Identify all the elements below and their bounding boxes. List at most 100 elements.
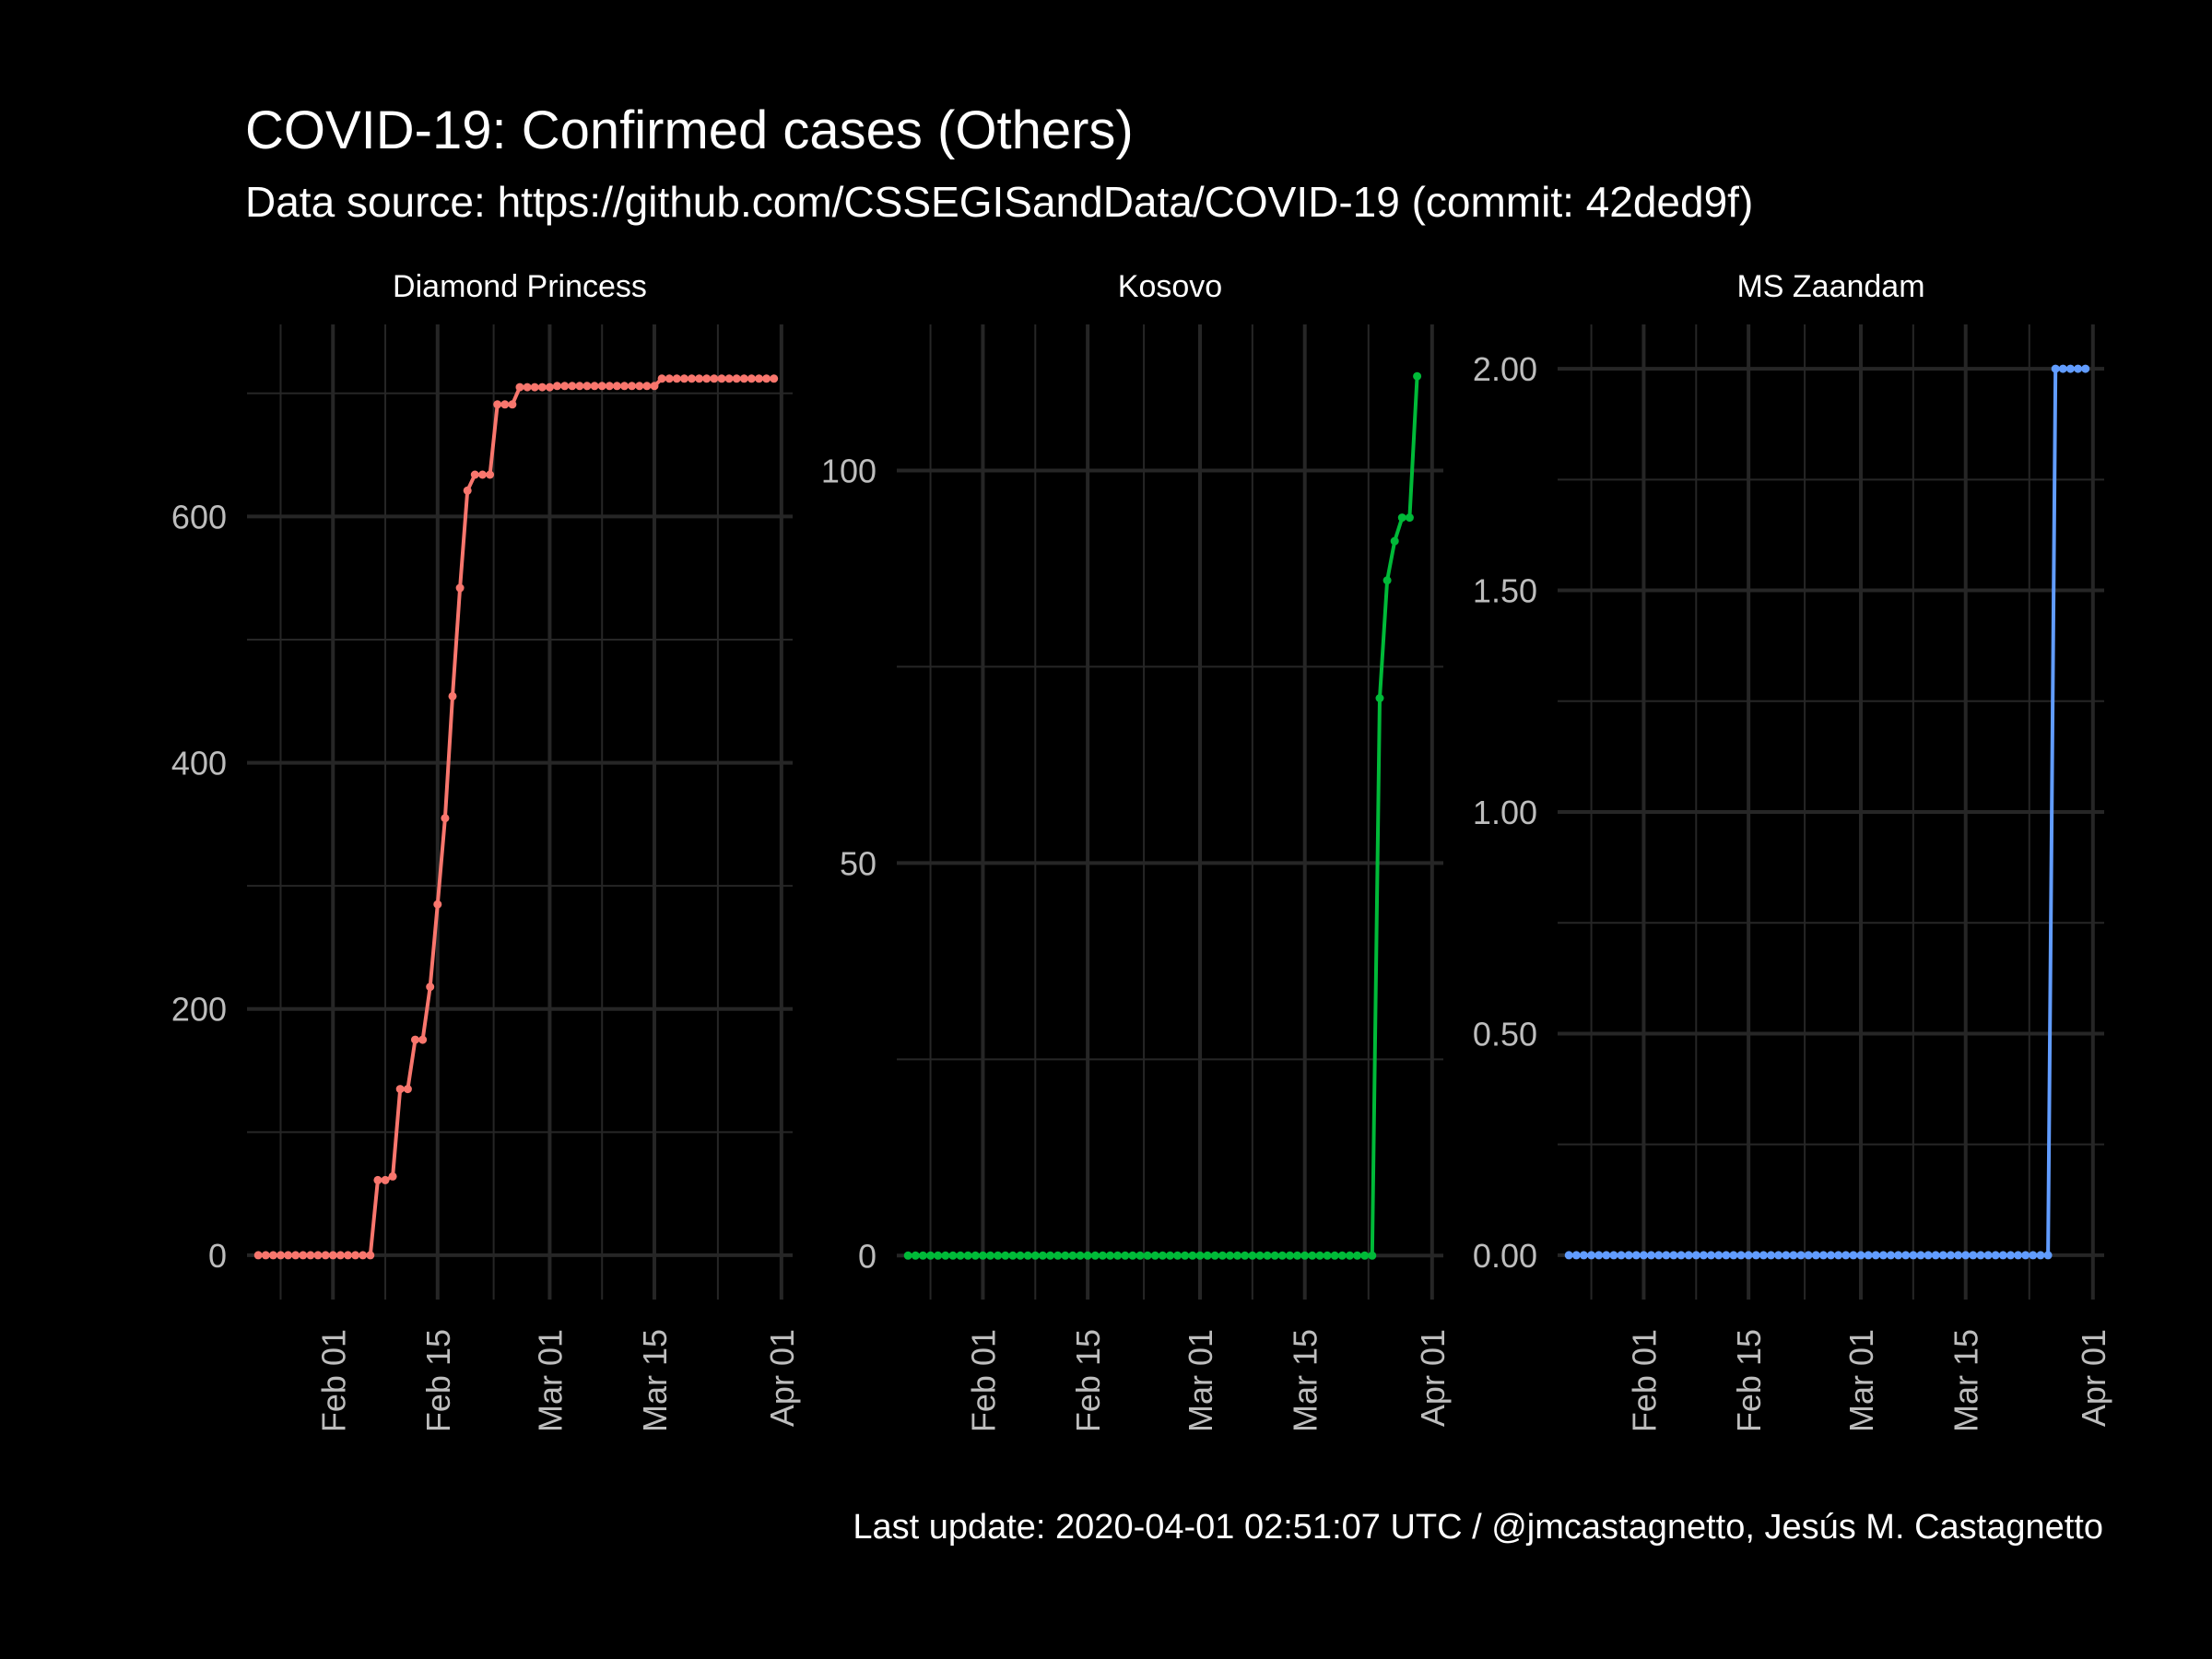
data-point (1016, 1251, 1025, 1260)
x-tick-label: Feb 01 (1625, 1329, 1663, 1432)
y-tick-label: 400 (171, 745, 227, 782)
data-point (620, 382, 629, 391)
data-point (657, 374, 666, 383)
data-point (1181, 1251, 1190, 1260)
data-point (441, 814, 450, 823)
data-point (1789, 1251, 1798, 1260)
data-point (1277, 1251, 1287, 1260)
data-point (1617, 1251, 1626, 1260)
data-point (508, 400, 517, 409)
data-point (373, 1175, 382, 1184)
data-point (1210, 1251, 1219, 1260)
y-tick-label: 1.50 (1473, 572, 1537, 610)
data-point (1707, 1251, 1715, 1260)
x-tick-label: Feb 01 (964, 1329, 1002, 1432)
data-point (2006, 1251, 2015, 1260)
data-point (1368, 1251, 1377, 1260)
data-point (1947, 1251, 1955, 1260)
facet-panel: Feb 01 Feb 15 Mar 01 Mar 15 Apr 01 0.00 0.50 1.… (1473, 269, 2112, 1432)
x-tick-label: Feb 15 (419, 1329, 457, 1432)
data-point (335, 1251, 345, 1260)
data-point (433, 900, 442, 909)
data-point (1602, 1251, 1611, 1260)
data-point (1744, 1251, 1753, 1260)
data-point (1827, 1251, 1835, 1260)
data-point (971, 1251, 980, 1260)
data-point (1983, 1251, 1993, 1260)
data-point (1624, 1251, 1633, 1260)
x-tick-label: Mar 15 (1947, 1329, 1985, 1432)
data-point (2036, 1251, 2045, 1260)
data-point (1677, 1251, 1686, 1260)
data-point (2065, 364, 2075, 373)
y-tick-label: 0.00 (1473, 1237, 1537, 1275)
data-point (537, 382, 547, 392)
data-point (1736, 1251, 1746, 1260)
x-tick-label: Apr 01 (763, 1329, 801, 1427)
data-point (1594, 1251, 1604, 1260)
data-point (1938, 1251, 1947, 1260)
data-point (679, 374, 688, 383)
data-point (2074, 364, 2083, 373)
x-tick-label: Mar 15 (636, 1329, 674, 1432)
data-point (1691, 1251, 1700, 1260)
data-point (986, 1251, 994, 1260)
data-point (1811, 1251, 1820, 1260)
data-point (2051, 364, 2060, 373)
data-point (911, 1251, 920, 1260)
data-point (1113, 1251, 1123, 1260)
data-point (1382, 576, 1392, 585)
data-point (1360, 1251, 1370, 1260)
data-point (2058, 364, 2067, 373)
data-point (1068, 1251, 1077, 1260)
x-tick-label: Apr 01 (2075, 1329, 2112, 1427)
data-point (1931, 1251, 1940, 1260)
data-point (1188, 1251, 1197, 1260)
chart-subtitle: Data source: https://github.com/CSSEGISa… (245, 178, 1754, 226)
data-point (328, 1251, 337, 1260)
data-point (1270, 1251, 1279, 1260)
data-point (1579, 1251, 1588, 1260)
data-point (732, 374, 741, 383)
data-point (1030, 1251, 1040, 1260)
data-point (306, 1251, 315, 1260)
data-point (1076, 1251, 1085, 1260)
data-point (1413, 371, 1422, 381)
facet-strip-label: Diamond Princess (393, 269, 647, 304)
data-point (395, 1085, 405, 1094)
data-point (612, 382, 621, 391)
data-point (1330, 1251, 1339, 1260)
data-point (1871, 1251, 1880, 1260)
data-point (1046, 1251, 1054, 1260)
y-tick-label: 2.00 (1473, 350, 1537, 388)
data-point (2021, 1251, 2030, 1260)
data-point (351, 1251, 360, 1260)
data-point (1729, 1251, 1738, 1260)
data-point (963, 1251, 972, 1260)
data-point (1878, 1251, 1888, 1260)
y-tick-label: 0.50 (1473, 1015, 1537, 1053)
data-point (1158, 1251, 1167, 1260)
data-point (426, 982, 435, 992)
data-point (1226, 1251, 1234, 1260)
data-point (284, 1251, 293, 1260)
data-point (1241, 1251, 1250, 1260)
data-point (1669, 1251, 1678, 1260)
data-point (1924, 1251, 1933, 1260)
data-point (1166, 1251, 1174, 1260)
data-point (1714, 1251, 1724, 1260)
data-point (926, 1251, 935, 1260)
data-point (1647, 1251, 1655, 1260)
x-tick-label: Mar 01 (1842, 1329, 1880, 1432)
data-point (642, 382, 652, 391)
data-point (1834, 1251, 1843, 1260)
data-point (388, 1171, 397, 1181)
data-point (948, 1251, 958, 1260)
data-point (770, 374, 779, 383)
data-point (455, 583, 465, 593)
facet-panel: Feb 01 Feb 15 Mar 01 Mar 15 Apr 01 0 50 100 Koso… (821, 269, 1452, 1432)
data-point (486, 470, 495, 479)
x-tick-label: Apr 01 (1414, 1329, 1452, 1427)
data-point (1023, 1251, 1032, 1260)
